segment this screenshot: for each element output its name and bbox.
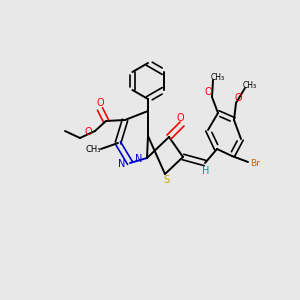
- Text: O: O: [96, 98, 104, 108]
- Text: CH₃: CH₃: [243, 80, 257, 89]
- Text: N: N: [135, 154, 143, 164]
- Text: H: H: [202, 166, 210, 176]
- Text: S: S: [163, 175, 169, 185]
- Text: CH₃: CH₃: [85, 146, 101, 154]
- Text: O: O: [176, 113, 184, 123]
- Text: O: O: [234, 93, 242, 103]
- Text: CH₃: CH₃: [211, 73, 225, 82]
- Text: O: O: [204, 87, 212, 97]
- Text: Br: Br: [250, 158, 260, 167]
- Text: N: N: [118, 159, 126, 169]
- Text: O: O: [84, 127, 92, 137]
